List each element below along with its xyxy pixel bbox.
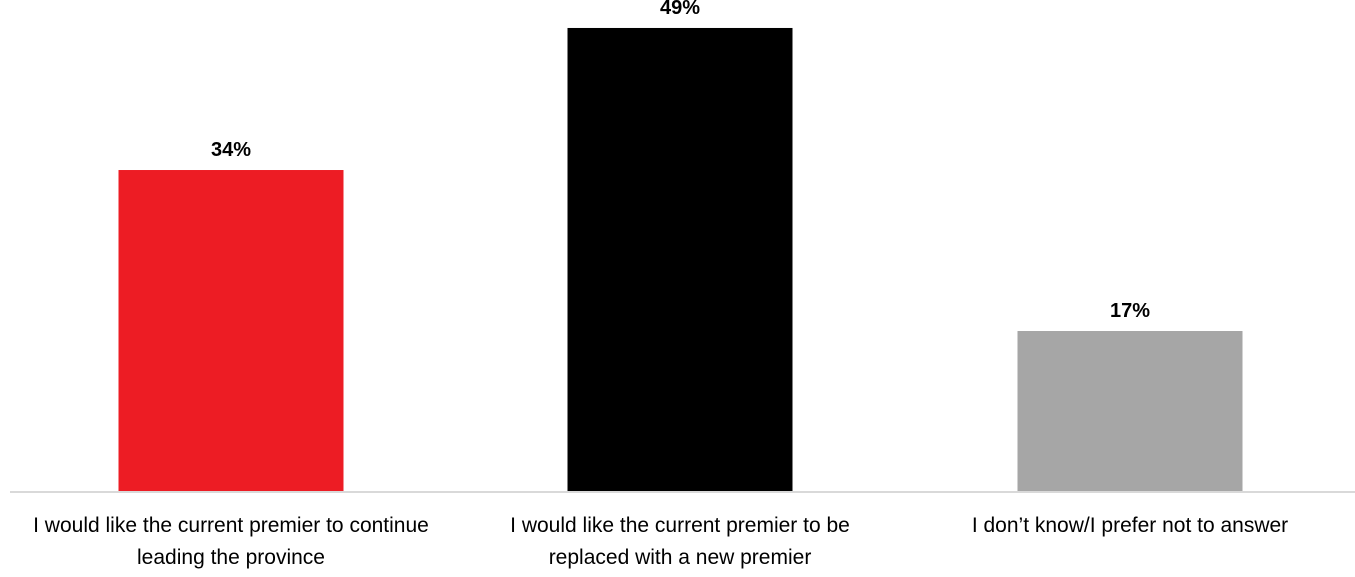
bar-replaced	[567, 27, 793, 492]
value-label-continue: 34%	[211, 139, 251, 161]
value-label-replaced: 49%	[660, 0, 700, 19]
category-label-dont-know: I don’t know/I prefer not to answer	[971, 514, 1289, 537]
bar-continue	[118, 170, 344, 492]
value-label-dont-know: 17%	[1110, 300, 1150, 322]
bar-dont-know	[1017, 331, 1243, 492]
category-label-continue: I would like the current premier to cont…	[33, 514, 429, 569]
category-label-replaced: I would like the current premier to be r…	[510, 514, 850, 569]
bars-group	[118, 27, 1243, 492]
value-labels-group: 34% 49% 17%	[211, 0, 1150, 322]
